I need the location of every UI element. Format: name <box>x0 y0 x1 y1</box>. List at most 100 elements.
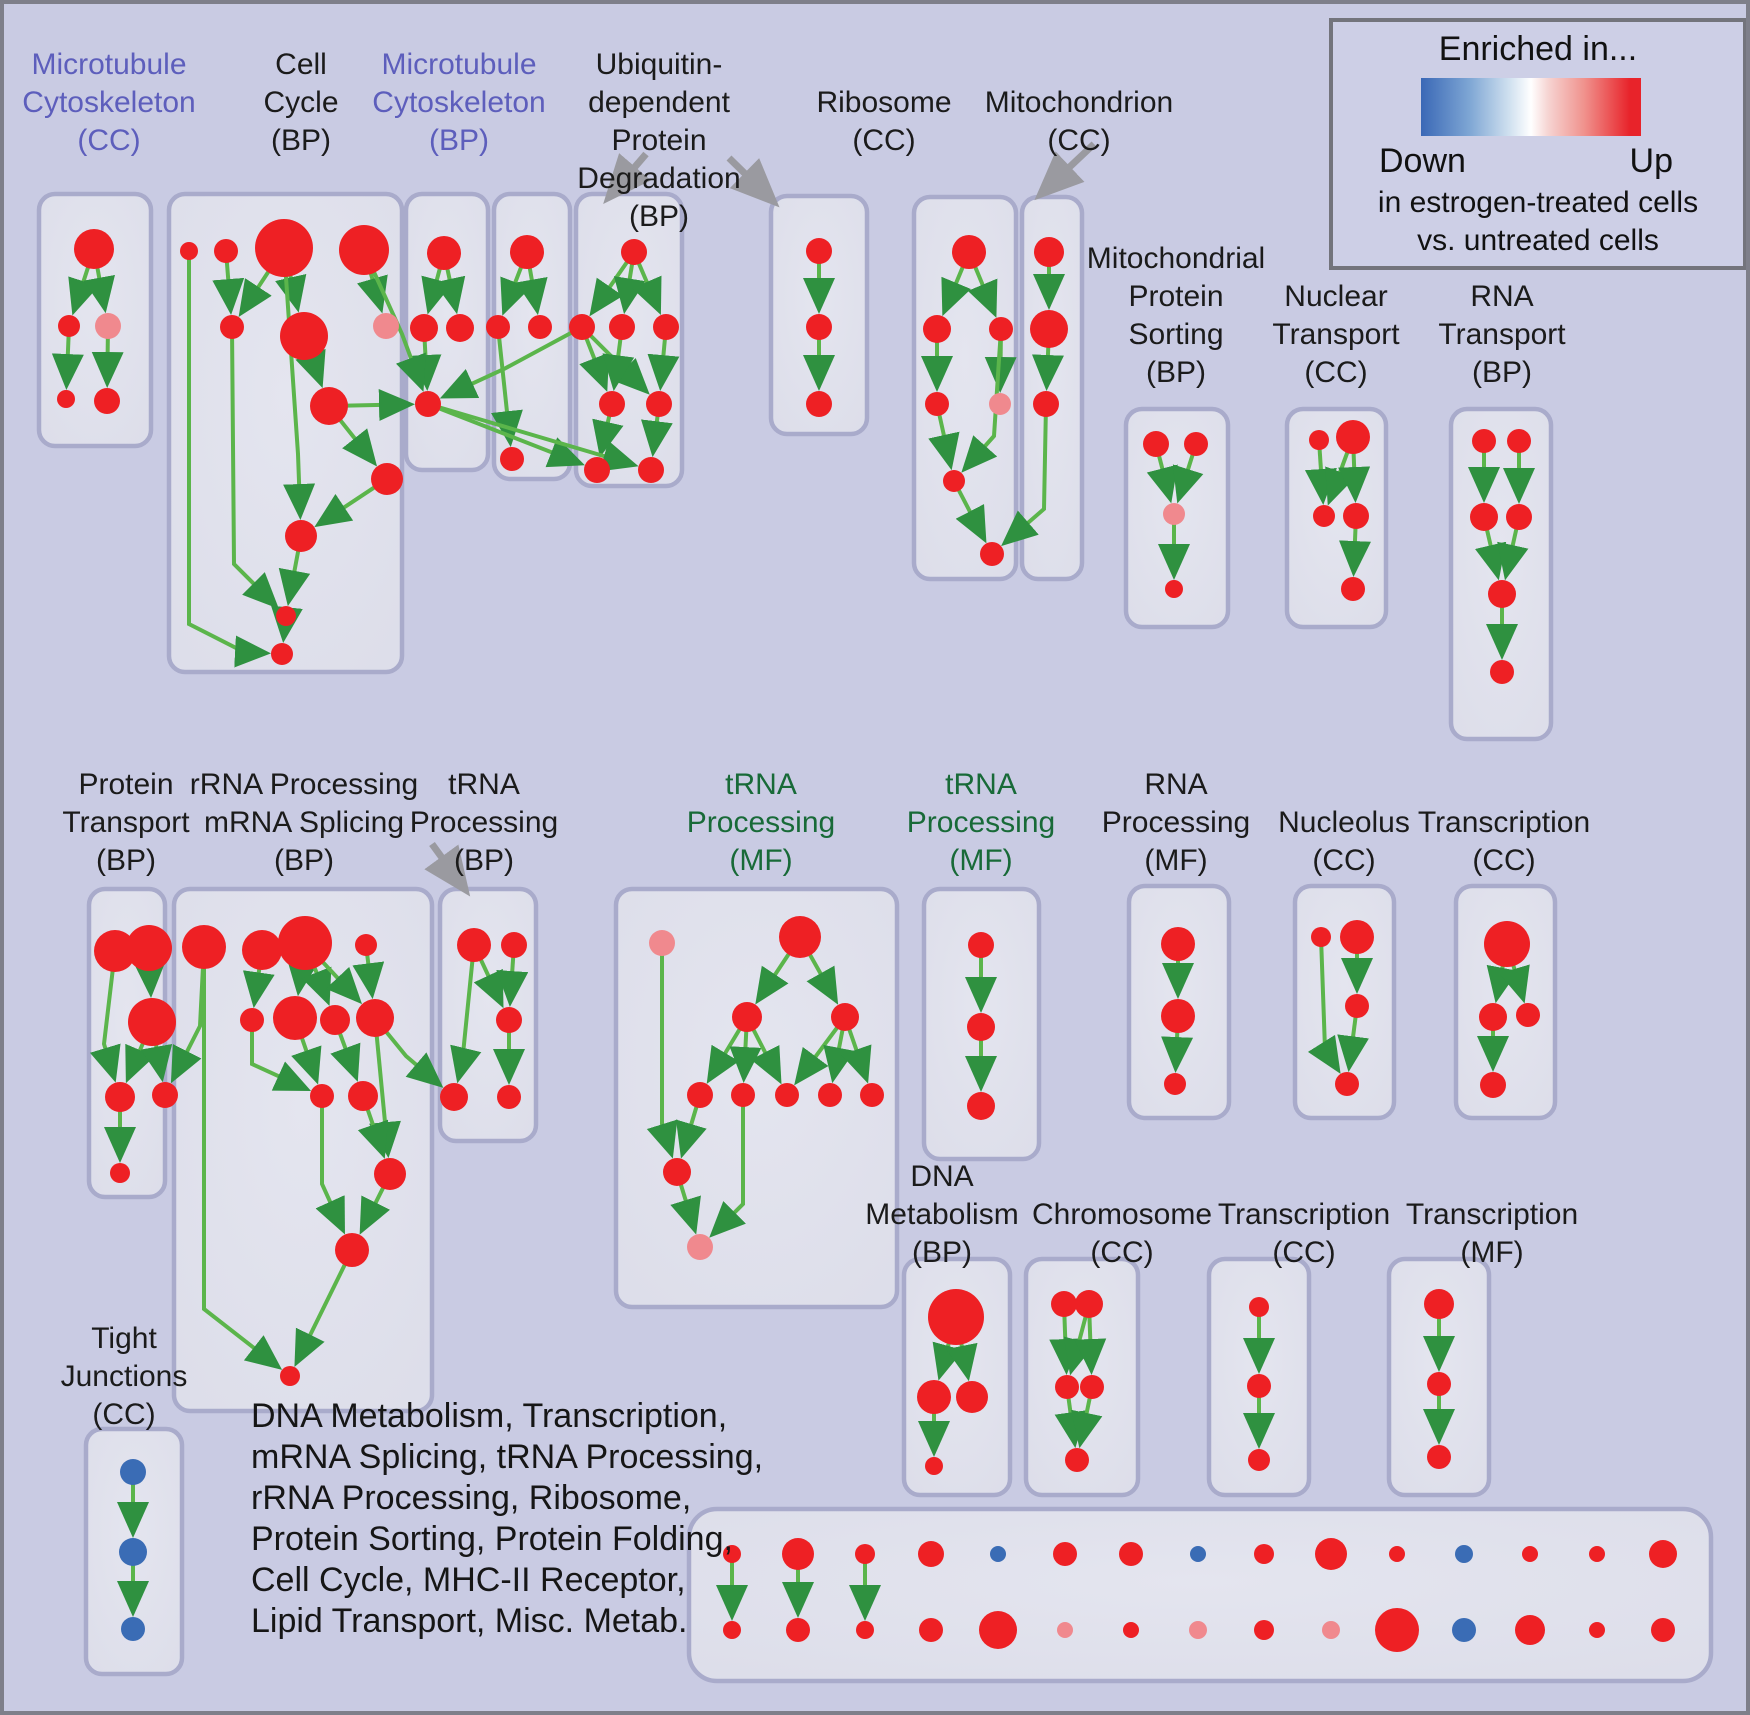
edge-cell_cycle-b1-f1 <box>230 326 279 609</box>
node-ub_b-b2 <box>638 457 664 483</box>
node-tbp-b2 <box>497 1085 521 1109</box>
node-nucleolus-m <box>1345 994 1369 1018</box>
node-tmf_big-hub <box>663 1158 691 1186</box>
node-cell_cycle-g1 <box>271 643 293 665</box>
node-rna_proc-n1 <box>1161 927 1195 961</box>
node-cell_cycle-c1 <box>310 387 348 425</box>
node-tr_cc_top-m2 <box>1516 1003 1540 1027</box>
node-misc-t12 <box>1522 1546 1538 1562</box>
node-rrna-r1 <box>240 1008 264 1032</box>
node-tbp-t1 <box>457 928 491 962</box>
node-nuc_tr-m2 <box>1343 503 1369 529</box>
node-cell_cycle-pk <box>373 313 399 339</box>
node-ub_c-v3 <box>806 391 832 417</box>
node-misc-t11 <box>1455 1545 1473 1563</box>
node-chromosome-b <box>1065 1448 1089 1472</box>
edge-tbp-t1-b1 <box>450 944 482 1084</box>
node-misc-t9 <box>1315 1538 1347 1570</box>
node-misc-b5 <box>1057 1622 1073 1638</box>
node-nuc_tr-m1 <box>1313 505 1335 527</box>
node-cell_cycle-a1 <box>180 242 198 260</box>
node-prot_tr-m <box>128 998 176 1046</box>
node-tmf_big-pkb <box>687 1234 713 1260</box>
misc-categories-text: DNA Metabolism, Transcription, mRNA Spli… <box>251 1396 763 1642</box>
node-ub_b-c1 <box>569 314 595 340</box>
node-rrna-t4 <box>355 934 377 956</box>
node-mt_bp-hub <box>415 391 441 417</box>
misc-text-line: Lipid Transport, Misc. Metab. <box>251 1602 688 1640</box>
node-ub_a-b <box>500 447 524 471</box>
node-rna_tr-c <box>1470 503 1498 531</box>
cluster-box-rna_tr <box>1448 406 1554 742</box>
node-tmf_big-c5 <box>860 1083 884 1107</box>
node-misc-b14 <box>1651 1618 1675 1642</box>
cross-edge-cell_cycle-a4-mt_bp-hub <box>362 249 426 392</box>
node-ub_a-m2 <box>528 315 552 339</box>
cross-edge-mito-m-ribosome-b <box>1001 403 1048 547</box>
node-prot_tr-b <box>110 1163 130 1183</box>
node-rrna-r2 <box>273 996 317 1040</box>
node-tbp-t2 <box>501 932 527 958</box>
node-misc-t14 <box>1649 1540 1677 1568</box>
node-tr_cc_top-m1 <box>1479 1003 1507 1031</box>
legend-subtitle-line1: in estrogen-treated cells <box>1377 186 1699 219</box>
node-tr_cc_bot-n1 <box>1249 1297 1269 1317</box>
node-mito-m <box>1033 391 1059 417</box>
edge-rrna-t1-z <box>202 947 283 1370</box>
node-mt_cc-a <box>74 229 114 269</box>
node-dna_met-b <box>925 1457 943 1475</box>
annotation-arrow-ubiquitin-right <box>726 155 780 208</box>
node-tight_j-b2 <box>119 1538 147 1566</box>
node-ub_b-b1 <box>584 457 610 483</box>
node-mps-a <box>1143 431 1169 457</box>
node-rrna-z <box>280 1366 300 1386</box>
node-rna_tr-b <box>1507 429 1531 453</box>
node-rrna-r3 <box>320 1005 350 1035</box>
node-ub_c-v2 <box>806 314 832 340</box>
node-misc-t5 <box>1053 1542 1077 1566</box>
node-tmf_big-mA <box>732 1002 762 1032</box>
node-rna_tr-a <box>1472 429 1496 453</box>
node-misc-t6 <box>1119 1542 1143 1566</box>
network-diagram <box>36 141 1714 1684</box>
node-ub_b-m1 <box>599 391 625 417</box>
node-ribosome-h <box>943 470 965 492</box>
node-mps-d <box>1165 580 1183 598</box>
node-rna_tr-f <box>1490 660 1514 684</box>
legend-down-label: Down <box>1379 142 1466 180</box>
node-ribosome-m1 <box>923 315 951 343</box>
node-nuc_tr-b <box>1341 577 1365 601</box>
node-misc-b2 <box>856 1621 874 1639</box>
node-rna_proc-n3 <box>1164 1073 1186 1095</box>
node-misc-t10 <box>1389 1546 1405 1562</box>
node-tr_mf-n3 <box>1427 1445 1451 1469</box>
node-mps-b <box>1184 432 1208 456</box>
node-ub_a-m1 <box>486 315 510 339</box>
node-mt_cc-d <box>94 388 120 414</box>
node-chromosome-t2 <box>1075 1290 1103 1318</box>
node-rrna-w1 <box>310 1084 334 1108</box>
node-mt_bp-m1 <box>410 314 438 342</box>
node-nucleolus-L <box>1340 920 1374 954</box>
legend-up-label: Up <box>1629 142 1673 180</box>
edge-rrna-u-z <box>294 1249 354 1368</box>
node-misc-b10 <box>1375 1608 1419 1652</box>
node-tr_cc_top-L <box>1484 921 1530 967</box>
node-cell_cycle-e1 <box>285 520 317 552</box>
node-tmf_big-c3 <box>775 1083 799 1107</box>
node-tmf_small-n1 <box>968 932 994 958</box>
node-tr_cc_bot-n3 <box>1248 1449 1270 1471</box>
node-mt_bp-t <box>427 236 461 270</box>
cross-edge-mt_bp-hub-ub_b-b2 <box>427 402 639 472</box>
node-misc-b3 <box>919 1618 943 1642</box>
node-ribosome-m3 <box>925 392 949 416</box>
node-nucleolus-b <box>1335 1072 1359 1096</box>
node-rrna-v <box>374 1158 406 1190</box>
node-misc-t3 <box>918 1541 944 1567</box>
node-tight_j-b3 <box>121 1617 145 1641</box>
edge-nucleolus-s-b <box>1307 936 1341 1074</box>
node-tmf_big-c1 <box>687 1082 713 1108</box>
node-tmf_big-pkt <box>649 930 675 956</box>
annotation-arrow-ubiquitin-left <box>603 151 651 204</box>
node-misc-b0 <box>723 1621 741 1639</box>
